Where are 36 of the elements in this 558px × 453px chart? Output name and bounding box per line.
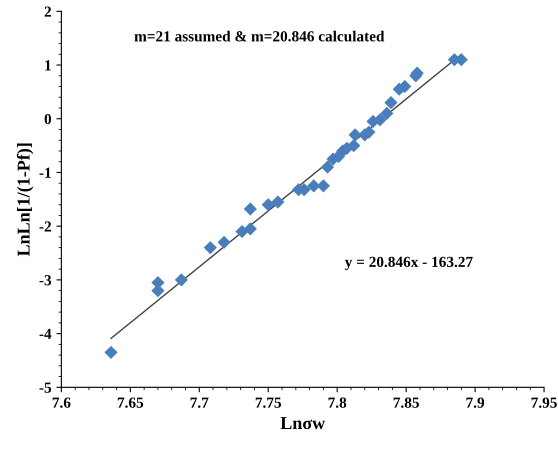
point [320,160,334,174]
x-tick-label: 7.7 [190,398,208,408]
y-axis-title: LnLn[1/(1-Pf)] [16,143,34,256]
point [271,195,284,209]
annotation: m=21 assumed & m=20.846 calculated [134,30,384,42]
x-tick-label: 7.9 [466,398,484,408]
x-tick-label: 7.6 [52,398,70,408]
point [262,198,275,212]
point [204,241,217,254]
point [380,106,394,120]
y-tick-label: -3 [39,275,52,286]
annotation: y = 20.846x - 163.27 [344,256,473,270]
point [347,139,360,152]
point [174,273,188,286]
x-tick-label: 7.65 [118,398,144,408]
x-tick-label: 7.85 [394,397,419,408]
y-tick-label: -4 [39,328,52,339]
y-tick-label: -5 [39,382,52,393]
x-axis-title: Lnσw [280,417,326,430]
point [316,179,330,192]
point [104,346,118,359]
point [244,222,257,236]
point [244,202,257,216]
y-tick-label: -2 [39,221,51,232]
point [218,236,231,249]
point [235,224,249,238]
point [307,179,320,192]
y-tick-label: -1 [39,168,51,178]
y-tick-label: 1 [45,60,51,70]
x-tick-label: 7.95 [532,398,557,408]
x-tick-label: 7.75 [256,398,282,408]
point [384,96,398,110]
x-tick-label: 7.8 [328,397,346,408]
y-tick-label: 0 [44,114,52,124]
point [348,128,362,142]
y-tick-label: 2 [44,6,51,17]
